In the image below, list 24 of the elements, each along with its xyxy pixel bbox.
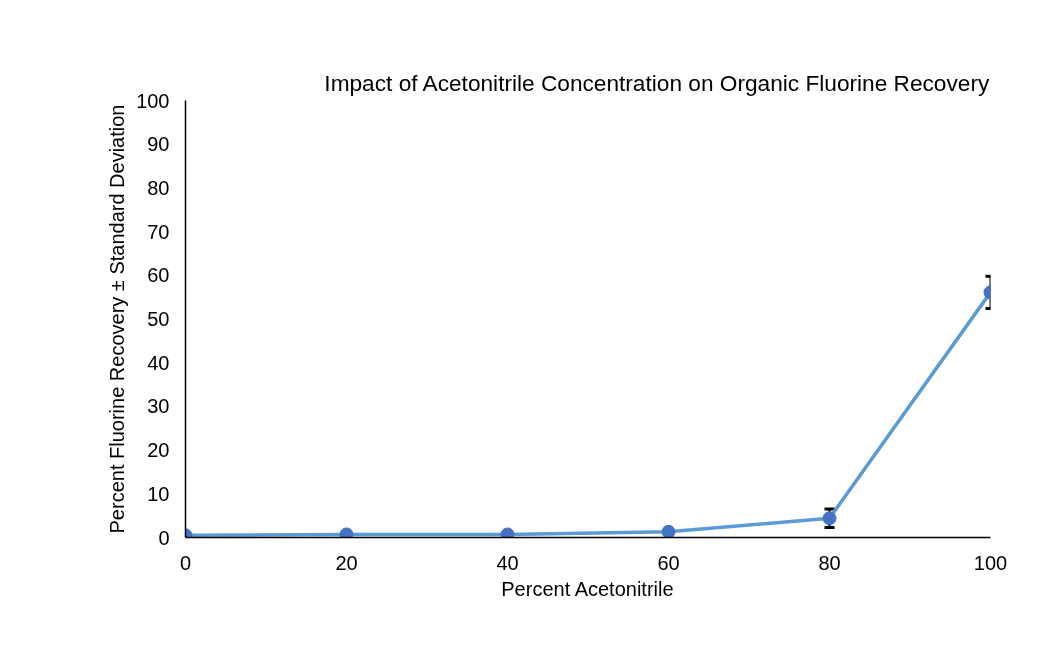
x-tick-label: 80 — [818, 551, 841, 574]
y-tick-label: 100 — [136, 89, 170, 112]
y-tick-label: 20 — [147, 439, 170, 462]
y-tick-label: 40 — [147, 351, 170, 374]
point — [339, 527, 354, 538]
y-tick-label: 70 — [147, 220, 170, 243]
y-axis-title: Percent Fluorine Recovery ± Standard Deviation — [106, 104, 129, 534]
y-tick-label: 90 — [147, 133, 170, 156]
x-tick-label: 60 — [657, 551, 680, 574]
x-tick-label: 100 — [973, 551, 1008, 574]
y-tick-label: 80 — [147, 176, 170, 199]
point — [500, 527, 515, 538]
y-tick-label: 0 — [158, 526, 170, 549]
x-tick-label: 0 — [179, 551, 192, 574]
x-tick-label: 40 — [496, 551, 519, 574]
x-tick-label: 20 — [335, 551, 358, 574]
point — [661, 524, 676, 538]
point — [822, 511, 837, 526]
x-axis-title: Percent Acetonitrile — [501, 577, 674, 600]
y-tick-label: 10 — [147, 482, 170, 505]
chart-title: Impact of Acetonitrile Concentration on Organic Fluorine Recovery — [324, 69, 990, 96]
y-tick-label: 30 — [147, 395, 170, 418]
y-tick-label: 50 — [147, 308, 170, 330]
y-tick-label: 60 — [147, 264, 170, 287]
